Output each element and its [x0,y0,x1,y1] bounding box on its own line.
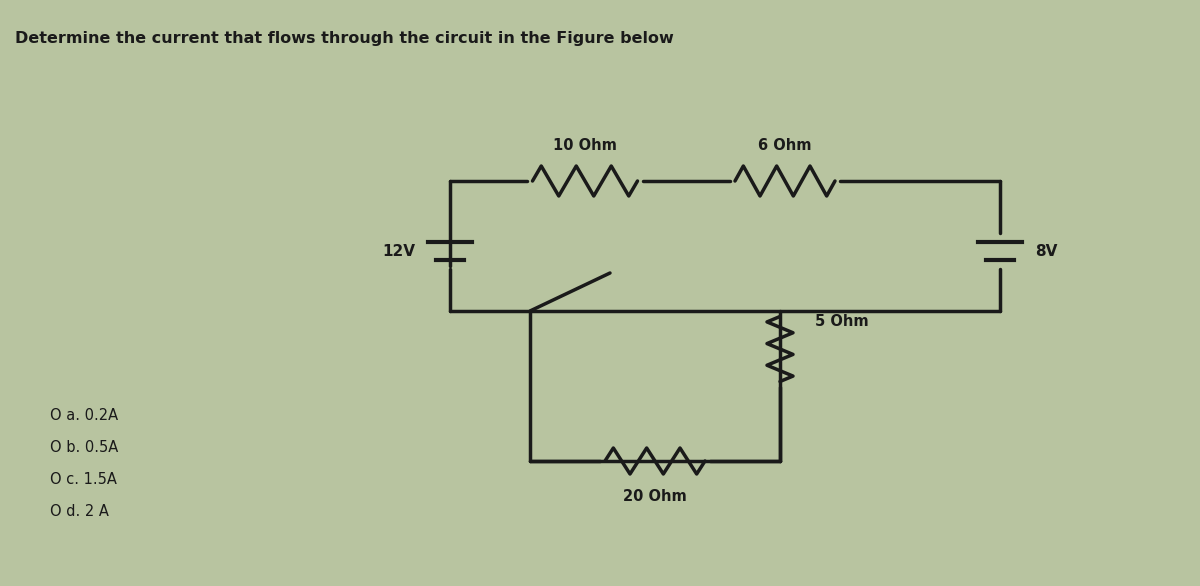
Text: 12V: 12V [382,244,415,258]
Text: Determine the current that flows through the circuit in the Figure below: Determine the current that flows through… [14,31,673,46]
Text: O d. 2 A: O d. 2 A [50,505,109,520]
Text: 10 Ohm: 10 Ohm [553,138,617,153]
Text: O c. 1.5A: O c. 1.5A [50,472,116,488]
Text: 6 Ohm: 6 Ohm [758,138,811,153]
Text: 8V: 8V [1034,244,1057,258]
Text: O a. 0.2A: O a. 0.2A [50,408,118,424]
Text: 5 Ohm: 5 Ohm [815,314,869,329]
Text: O b. 0.5A: O b. 0.5A [50,441,119,455]
Text: 20 Ohm: 20 Ohm [623,489,686,504]
